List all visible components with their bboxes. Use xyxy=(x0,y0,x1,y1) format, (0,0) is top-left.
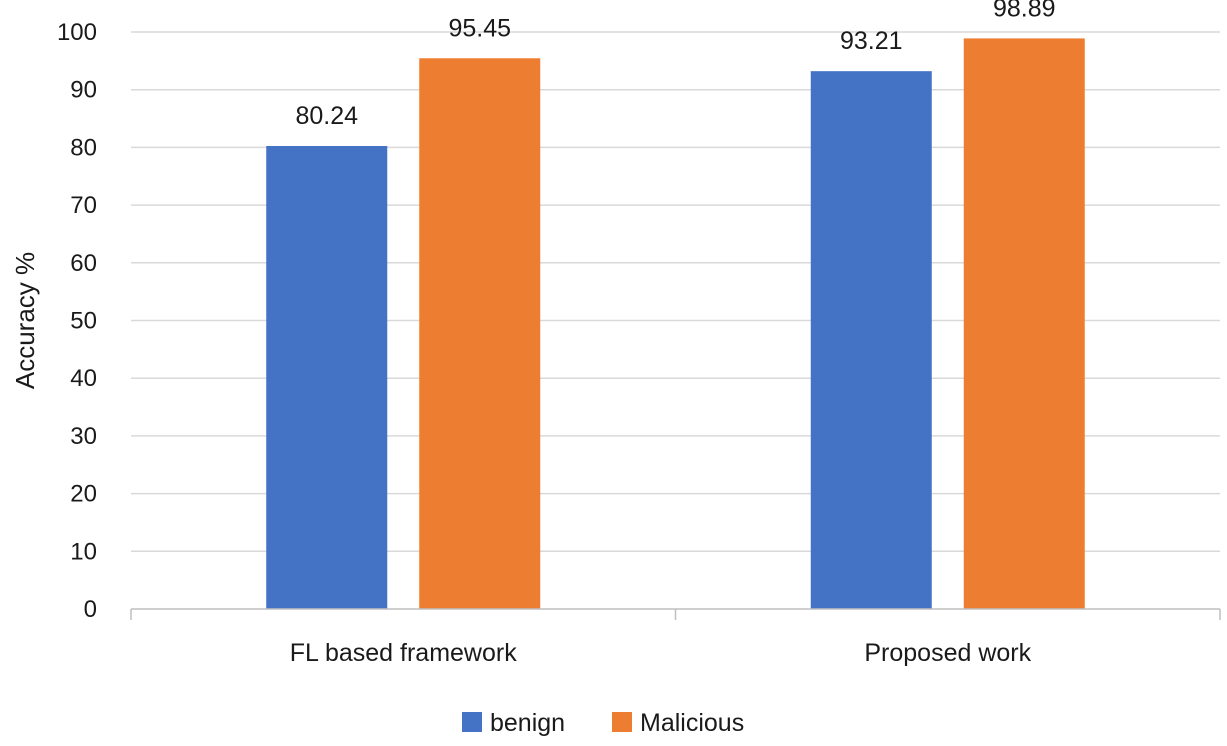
y-tick-label: 40 xyxy=(70,365,97,392)
x-category-label: FL based framework xyxy=(290,639,517,667)
y-tick-label: 30 xyxy=(70,423,97,450)
y-tick-label: 50 xyxy=(70,308,97,335)
bar-benign-0 xyxy=(266,146,388,609)
y-axis-title: Accuracy % xyxy=(10,252,40,389)
bar-malicious-0 xyxy=(419,58,541,610)
y-tick-label: 60 xyxy=(70,250,97,277)
y-tick-label: 20 xyxy=(70,481,97,508)
y-tick-label: 0 xyxy=(84,596,97,623)
y-tick-label: 90 xyxy=(70,77,97,104)
legend-label-malicious: Malicious xyxy=(640,709,744,737)
axes: 0 10 20 30 40 50 60 70 80 90 100 FL based framework… xyxy=(57,19,1221,667)
x-category-label: Proposed work xyxy=(864,639,1031,667)
data-label-malicious-0: 95.45 xyxy=(448,14,511,42)
bar-malicious-1 xyxy=(963,38,1085,609)
data-label-benign-0: 80.24 xyxy=(295,102,358,130)
legend-label-benign: benign xyxy=(490,709,565,737)
data-label-benign-1: 93.21 xyxy=(840,27,903,55)
bars xyxy=(266,38,1085,610)
y-tick-label: 70 xyxy=(70,192,97,219)
legend-swatch-benign xyxy=(462,712,482,732)
data-labels: 80.24 95.45 93.21 98.89 xyxy=(295,0,1055,130)
legend: benign Malicious xyxy=(462,709,744,737)
y-tick-label: 100 xyxy=(57,19,97,46)
bar-benign-1 xyxy=(810,71,932,610)
y-tick-label: 10 xyxy=(70,538,97,565)
y-tick-label: 80 xyxy=(70,134,97,161)
data-label-malicious-1: 98.89 xyxy=(993,0,1056,22)
legend-swatch-malicious xyxy=(612,712,632,732)
